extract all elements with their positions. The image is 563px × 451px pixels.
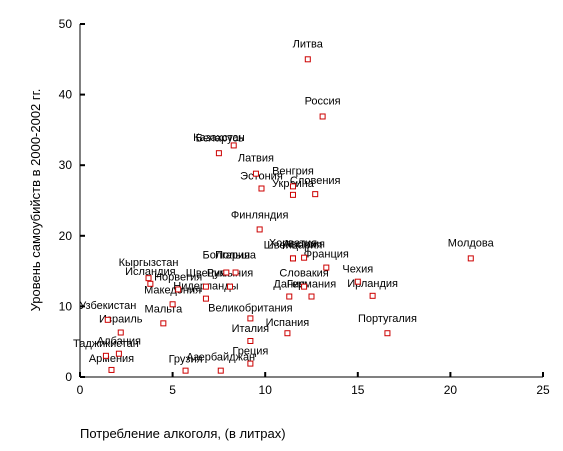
x-axis-title: Потребление алкоголя, (в литрах) [80, 426, 286, 441]
point-label: Франция [304, 249, 349, 261]
data-point [323, 264, 330, 271]
data-point [232, 269, 239, 276]
point-label: Чехия [342, 264, 373, 276]
data-point [227, 283, 234, 290]
point-label: Норвегия [154, 271, 202, 283]
point-label: Болгария [202, 250, 250, 262]
point-label: Латвия [238, 153, 274, 165]
data-point [286, 293, 293, 300]
point-label: Швеция [186, 268, 226, 280]
data-point [301, 283, 308, 290]
data-point [319, 113, 326, 120]
point-label: Россия [305, 95, 341, 107]
point-label: Германия [287, 279, 336, 291]
data-point [175, 286, 182, 293]
data-point [284, 330, 291, 337]
data-point [247, 315, 254, 322]
data-point [304, 56, 311, 63]
data-point [102, 352, 109, 359]
y-tick-label: 10 [59, 299, 73, 313]
point-label: Финляндия [231, 209, 289, 221]
y-tick-label: 20 [59, 229, 73, 243]
data-point [108, 366, 115, 373]
point-label: Польша [215, 250, 257, 262]
data-point [252, 170, 259, 177]
point-label: Швейцария [264, 239, 323, 251]
point-label: Азербайджан [186, 352, 255, 364]
x-tick-label: 25 [536, 383, 550, 397]
data-point [354, 278, 361, 285]
point-label: Македония [144, 284, 201, 296]
point-label: Испания [266, 317, 310, 329]
point-label: Исландия [125, 266, 176, 278]
data-point [104, 316, 111, 323]
point-label: Грузия [169, 354, 203, 366]
point-label: Португалия [358, 313, 417, 325]
point-label: Италия [232, 323, 270, 335]
data-points [102, 56, 474, 374]
x-tick-label: 5 [169, 383, 176, 397]
data-point [289, 191, 296, 198]
point-label: Беларусь [196, 132, 244, 144]
y-tick-label: 40 [59, 88, 73, 102]
point-label: Великобритания [208, 302, 293, 314]
data-point [147, 280, 154, 287]
data-point [145, 275, 152, 282]
data-point [215, 150, 222, 157]
point-label: Словения [290, 175, 341, 187]
data-point [369, 292, 376, 299]
point-label: Таджикистан [73, 338, 139, 350]
data-point [258, 185, 265, 192]
y-tick-label: 30 [59, 158, 73, 172]
axis-ticks: 0 10 20 30 40 50 0 5 10 15 20 25 [59, 17, 550, 397]
point-label: Австрия [283, 239, 325, 251]
data-point [312, 191, 319, 198]
x-tick-label: 15 [351, 383, 365, 397]
data-point [202, 295, 209, 302]
point-label: Молдова [448, 237, 495, 249]
data-point [384, 330, 391, 337]
y-tick-label: 50 [59, 17, 73, 31]
y-tick-label: 0 [65, 370, 72, 384]
data-point [467, 255, 474, 262]
data-point [160, 320, 167, 327]
data-point [289, 183, 296, 190]
point-label: Хорватия [269, 237, 317, 249]
data-point [182, 367, 189, 374]
data-point [169, 301, 176, 308]
x-tick-label: 20 [444, 383, 458, 397]
point-label: Албания [97, 336, 141, 348]
data-point [289, 255, 296, 262]
point-label: Армения [89, 353, 134, 365]
data-point [247, 360, 254, 367]
data-point [256, 226, 263, 233]
x-tick-label: 0 [77, 383, 84, 397]
point-label: Словакия [279, 268, 328, 280]
point-label: Казахстан [193, 132, 245, 144]
data-point [301, 254, 308, 261]
point-label: Румыния [207, 268, 253, 280]
data-point [202, 283, 209, 290]
data-point [115, 350, 122, 357]
point-label: Узбекистан [79, 300, 136, 312]
data-point [217, 367, 224, 374]
axes [79, 24, 543, 378]
data-point [223, 269, 230, 276]
x-tick-label: 10 [259, 383, 273, 397]
point-label: Венгрия [272, 165, 314, 177]
y-axis-title: Уровень самоубийств в 2000-2002 гг. [28, 89, 43, 312]
data-point [247, 337, 254, 344]
point-label: Дания [273, 279, 305, 291]
point-label: Мальта [144, 303, 183, 315]
data-point [117, 329, 124, 336]
data-point [230, 142, 237, 149]
data-point [308, 293, 315, 300]
point-label: Литва [293, 38, 324, 50]
point-label: Эстония [240, 170, 283, 182]
point-label: Греция [232, 346, 268, 358]
point-label: Кыргызстан [119, 257, 179, 269]
